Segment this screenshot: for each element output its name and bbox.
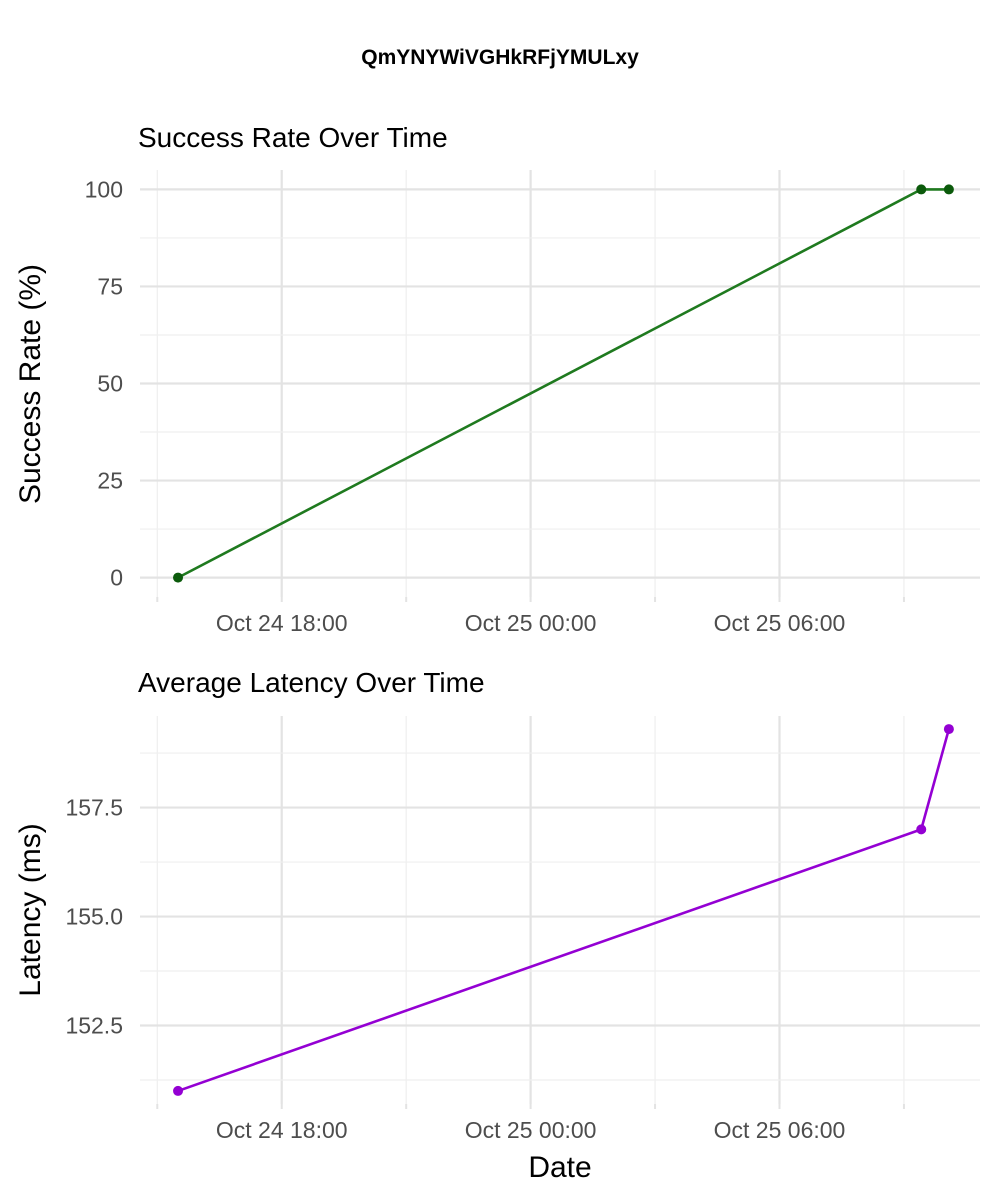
success-rate-y-tick-label: 75 xyxy=(97,273,123,299)
latency-data-point xyxy=(173,1085,184,1096)
success-rate-y-tick-label: 100 xyxy=(85,176,123,202)
success-rate-x-tick-label: Oct 25 00:00 xyxy=(465,610,597,636)
latency-panel: Average Latency Over Time Latency (ms) 1… xyxy=(14,667,980,1143)
success-rate-y-tick-label: 50 xyxy=(97,371,123,397)
x-axis-title: Date xyxy=(528,1151,591,1184)
latency-y-tick-label: 155.0 xyxy=(65,904,123,930)
latency-data-point xyxy=(943,724,954,735)
latency-y-axis-title: Latency (ms) xyxy=(14,823,47,996)
latency-x-tick-label: Oct 24 18:00 xyxy=(216,1117,348,1143)
success-rate-data-point xyxy=(943,184,954,195)
success-rate-panel: Success Rate Over Time Success Rate (%) … xyxy=(14,122,980,636)
success-rate-y-tick-label: 0 xyxy=(110,565,123,591)
latency-gridlines xyxy=(140,716,980,1109)
success-rate-panel-title: Success Rate Over Time xyxy=(138,122,448,153)
latency-x-tick-label: Oct 25 00:00 xyxy=(465,1117,597,1143)
latency-y-tick-label: 157.5 xyxy=(65,795,123,821)
success-rate-gridlines xyxy=(140,170,980,602)
success-rate-data-point xyxy=(916,184,927,195)
success-rate-y-tick-label: 25 xyxy=(97,468,123,494)
latency-panel-title: Average Latency Over Time xyxy=(138,667,485,698)
latency-series-line xyxy=(177,728,951,1093)
latency-data-point xyxy=(916,824,927,835)
latency-y-tick-label: 152.5 xyxy=(65,1013,123,1039)
success-rate-x-tick-label: Oct 25 06:00 xyxy=(714,610,846,636)
figure-title: QmYNYWiVGHkRFjYMULxy xyxy=(361,46,639,69)
success-rate-x-tick-label: Oct 24 18:00 xyxy=(216,610,348,636)
success-rate-y-axis-title: Success Rate (%) xyxy=(14,264,47,504)
latency-x-tick-label: Oct 25 06:00 xyxy=(714,1117,846,1143)
success-rate-data-point xyxy=(173,572,184,583)
